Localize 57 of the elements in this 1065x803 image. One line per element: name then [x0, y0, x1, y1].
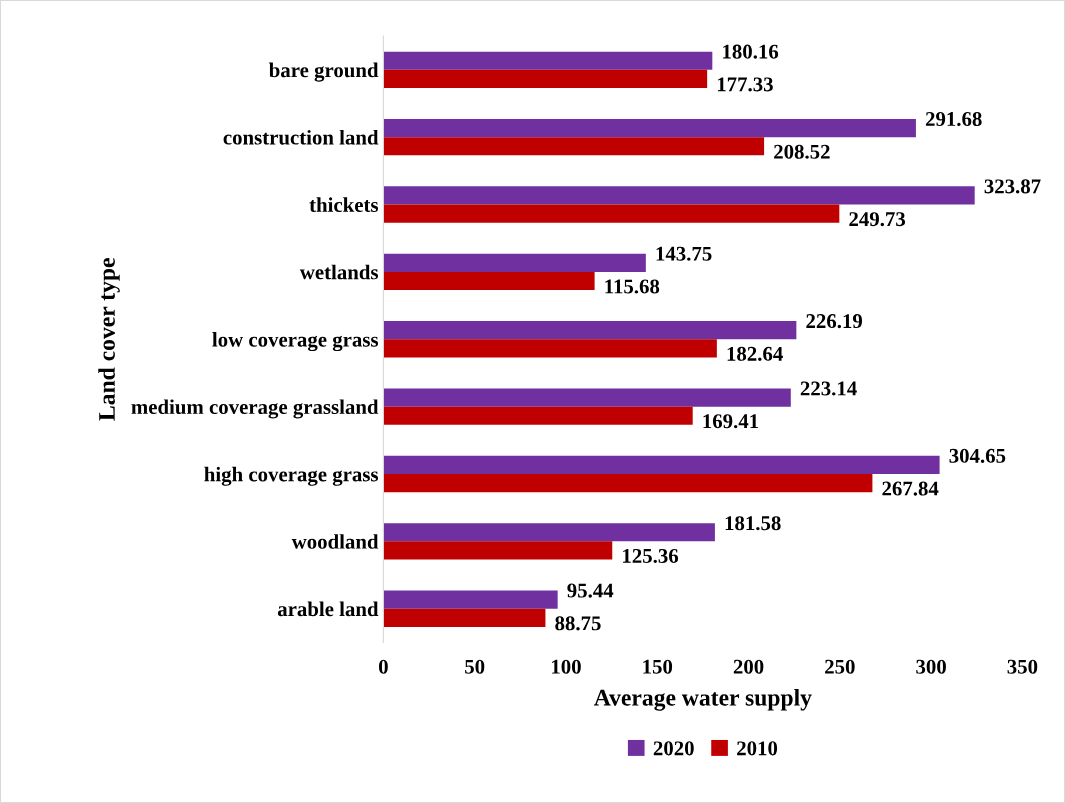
- y-tick-label: bare ground: [268, 62, 379, 82]
- bar: [383, 51, 713, 70]
- bar: [383, 204, 840, 223]
- data-label: 223.14: [800, 381, 857, 396]
- y-tick-label: high coverage grass: [204, 466, 379, 486]
- data-label: 182.64: [727, 346, 783, 361]
- y-tick-label: wetlands: [299, 264, 379, 280]
- data-label: 304.65: [949, 448, 1006, 463]
- data-label: 226.19: [806, 314, 863, 329]
- x-tick-label: 50: [465, 659, 485, 674]
- y-tick-label: construction land: [223, 129, 379, 145]
- x-tick-label: 350: [1007, 659, 1038, 674]
- x-tick-label: 300: [916, 659, 946, 674]
- y-tick-label: arable land: [277, 601, 379, 617]
- bar: [383, 321, 797, 340]
- data-label: 115.68: [605, 279, 660, 294]
- data-label: 125.36: [623, 548, 679, 564]
- y-axis-title: Land cover type: [98, 258, 120, 421]
- data-label: 88.75: [555, 616, 601, 631]
- y-tick-label: low coverage grass: [212, 332, 379, 352]
- x-tick-label: 150: [643, 659, 673, 674]
- data-label: 249.73: [849, 212, 906, 227]
- bar: [383, 590, 558, 609]
- data-label: 208.52: [774, 144, 830, 159]
- bar: [383, 523, 715, 542]
- legend-label: 2010: [737, 741, 778, 756]
- data-label: 291.68: [925, 111, 982, 127]
- x-tick-label: 0: [378, 659, 388, 674]
- data-label: 95.44: [567, 583, 614, 598]
- x-tick-label: 200: [733, 659, 764, 674]
- bar: [383, 69, 708, 88]
- x-tick-label: 100: [552, 659, 581, 674]
- x-tick-label: 250: [825, 659, 855, 674]
- bar: [383, 253, 646, 272]
- bar: [383, 271, 595, 291]
- bar: [383, 186, 975, 205]
- bar: [383, 388, 791, 407]
- data-label: 180.16: [723, 44, 779, 59]
- bar: [383, 541, 613, 560]
- y-tick-label: thickets: [309, 197, 379, 212]
- data-label: 169.41: [703, 414, 759, 429]
- bar: [383, 339, 717, 358]
- legend-label: 2020: [653, 741, 694, 756]
- bar: [383, 608, 546, 627]
- data-label: 181.58: [725, 516, 781, 531]
- bar: [383, 473, 873, 493]
- y-tick-label: woodland: [291, 534, 379, 549]
- data-label: 143.75: [656, 246, 712, 261]
- bar: [383, 406, 693, 425]
- y-tick-label: medium coverage grassland: [131, 399, 379, 419]
- bar: [383, 455, 940, 474]
- data-label: 177.33: [717, 77, 773, 92]
- data-label: 323.87: [984, 179, 1041, 194]
- data-label: 267.84: [882, 481, 939, 496]
- bar: [383, 137, 765, 156]
- x-axis-title: Average water supply: [594, 689, 812, 711]
- bar: [383, 118, 916, 138]
